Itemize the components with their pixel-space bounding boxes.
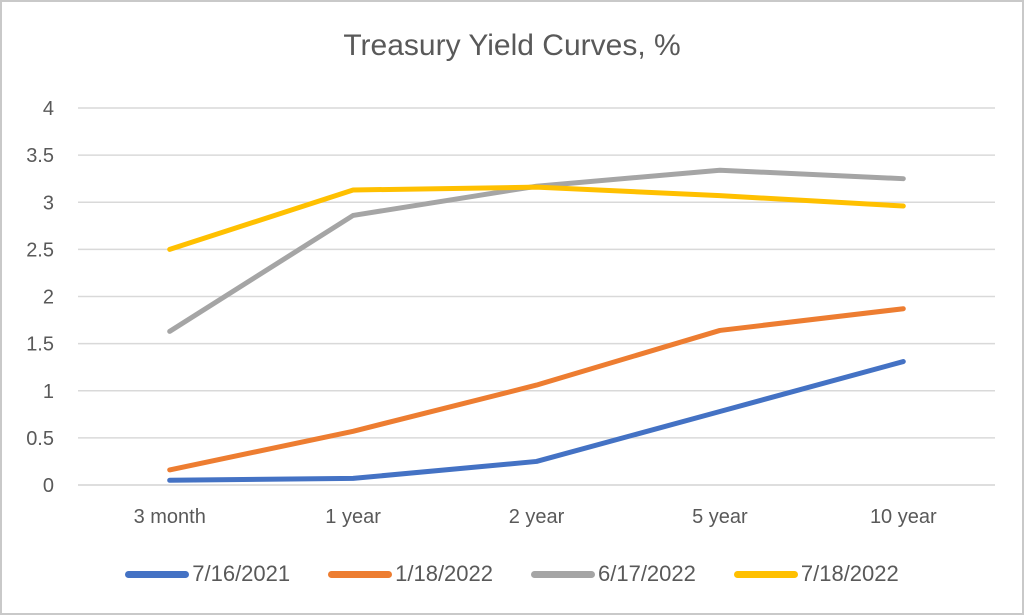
y-axis-tick-label: 3.5 bbox=[26, 145, 54, 167]
y-axis-tick-label: 4 bbox=[43, 98, 54, 120]
legend-swatch bbox=[733, 570, 798, 578]
legend-label: 1/18/2022 bbox=[395, 561, 493, 586]
series-line-1 bbox=[167, 306, 906, 473]
legend-swatch bbox=[328, 570, 393, 578]
legend-swatch bbox=[531, 570, 595, 578]
legend-item: 7/16/2021 bbox=[125, 561, 290, 587]
legend-item: 7/18/2022 bbox=[733, 561, 899, 587]
x-axis-category-label: 3 month bbox=[134, 506, 206, 528]
y-axis-tick-label: 2.5 bbox=[26, 239, 54, 261]
legend-label: 6/17/2022 bbox=[598, 561, 696, 586]
y-axis-tick-label: 3 bbox=[43, 192, 54, 214]
legend-swatch bbox=[125, 570, 190, 578]
y-axis-tick-label: 2 bbox=[43, 287, 54, 309]
legend-label: 7/18/2022 bbox=[800, 561, 899, 586]
series-line-0 bbox=[167, 359, 906, 483]
series-line-2 bbox=[167, 167, 906, 334]
x-axis-category-label: 2 year bbox=[509, 506, 565, 528]
legend-item: 1/18/2022 bbox=[328, 561, 493, 587]
y-axis-tick-label: 1.5 bbox=[26, 334, 54, 356]
series-line-3 bbox=[167, 184, 906, 252]
y-axis-tick-label: 0 bbox=[43, 475, 54, 497]
legend: 7/16/2021 1/18/2022 6/17/2022 7/18/2022 bbox=[2, 559, 1022, 589]
chart-title: Treasury Yield Curves, % bbox=[343, 29, 681, 62]
y-axis-tick-label: 1 bbox=[43, 381, 54, 403]
legend-label: 7/16/2021 bbox=[192, 561, 291, 586]
x-axis-category-label: 1 year bbox=[325, 506, 381, 528]
x-axis-category-label: 5 year bbox=[692, 506, 748, 528]
x-axis-category-label: 10 year bbox=[870, 506, 937, 528]
legend-item: 6/17/2022 bbox=[531, 561, 696, 587]
y-axis-tick-label: 0.5 bbox=[26, 428, 54, 450]
